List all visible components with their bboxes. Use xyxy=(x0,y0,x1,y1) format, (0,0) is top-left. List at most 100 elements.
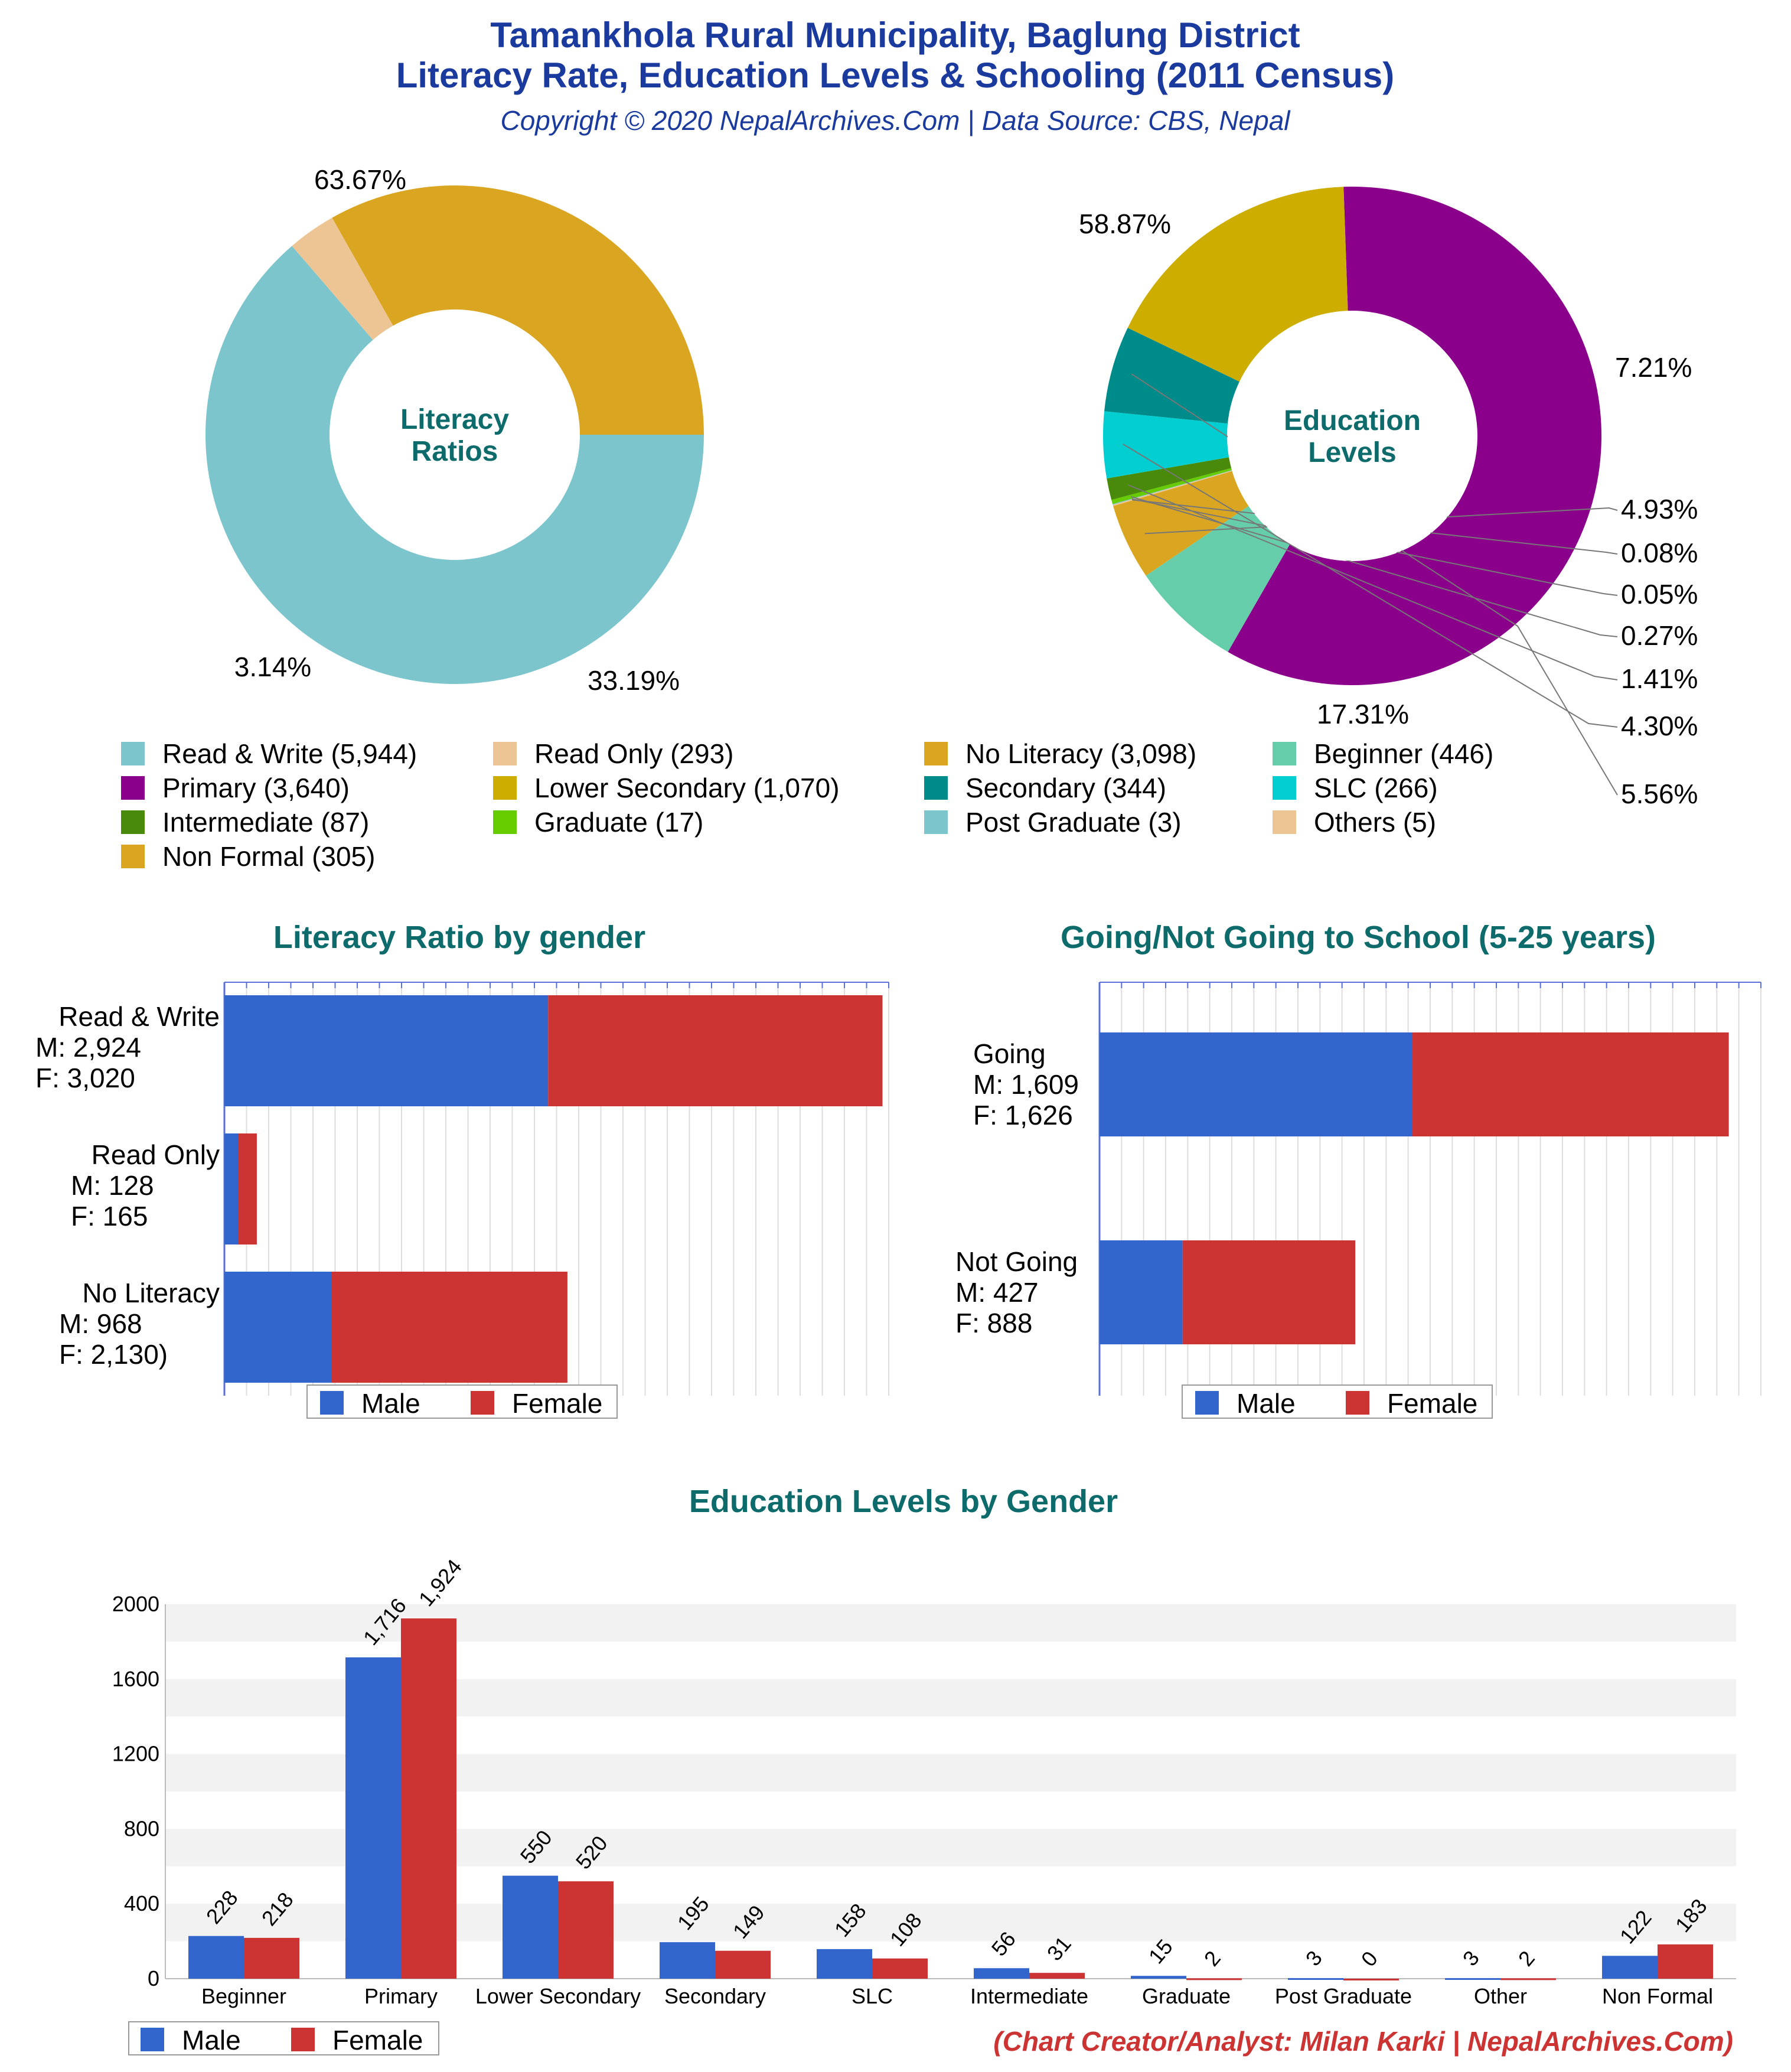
slice-percent-label: 0.05% xyxy=(1621,579,1698,610)
x-tick-label: Lower Secondary xyxy=(475,1984,641,2008)
y-tick-label: 0 xyxy=(148,1966,159,1990)
bar-male xyxy=(224,1272,332,1383)
slice-percent-label: 1.41% xyxy=(1621,663,1698,694)
category-label: F: 888 xyxy=(955,1308,1032,1338)
legend-swatch xyxy=(121,742,145,765)
slice-others xyxy=(1113,470,1232,506)
data-label: 1,924 xyxy=(414,1555,466,1611)
legend-swatch xyxy=(493,810,517,834)
legend-entry: Lower Secondary (1,070) xyxy=(534,773,840,803)
x-tick-label: Post Graduate xyxy=(1275,1984,1412,2008)
legend-entry: Secondary (344) xyxy=(965,773,1166,803)
bar-male xyxy=(188,1936,244,1979)
bar-male xyxy=(224,1133,239,1244)
education-levels-donut-chart: 58.87% 7.21% 4.93% 0.08% 0.05% 0.27% 1.41% 4.30… xyxy=(1079,187,1698,809)
legend-swatch xyxy=(1273,776,1296,800)
category-label: Going xyxy=(973,1038,1046,1069)
legend-entry: Graduate (17) xyxy=(534,807,703,838)
slice-non-formal xyxy=(1113,471,1249,576)
bar-male xyxy=(1445,1978,1500,1980)
category-label: F: 2,130) xyxy=(59,1339,168,1370)
legend-swatch xyxy=(141,2028,164,2051)
category-label: M: 1,609 xyxy=(973,1069,1079,1100)
legend-entry: SLC (266) xyxy=(1314,773,1438,803)
legend-label: Male xyxy=(1237,1388,1296,1419)
bar-female xyxy=(401,1618,456,1979)
bar-female xyxy=(1182,1240,1356,1344)
bar-male xyxy=(345,1657,401,1979)
bar-male xyxy=(660,1942,715,1979)
legend-swatch xyxy=(121,810,145,834)
category-label: M: 128 xyxy=(71,1170,154,1201)
slice-percent-label: 4.30% xyxy=(1621,711,1698,741)
page-subtitle: Copyright © 2020 NepalArchives.Com | Dat… xyxy=(500,105,1291,136)
slice-percent-label: 5.56% xyxy=(1621,778,1698,809)
legend-swatch xyxy=(924,810,948,834)
chart-credit: (Chart Creator/Analyst: Milan Karki | Ne… xyxy=(993,2026,1733,2057)
y-tick-label: 800 xyxy=(124,1816,159,1840)
bar-female xyxy=(1029,1973,1085,1979)
chart-title: Education Levels by Gender xyxy=(689,1484,1118,1519)
donut-center-label: Ratios xyxy=(412,436,498,467)
legend-entry: Intermediate (87) xyxy=(162,807,369,838)
bar-female xyxy=(1412,1032,1729,1136)
page-title-line2: Literacy Rate, Education Levels & School… xyxy=(396,56,1395,95)
bar-female xyxy=(1343,1979,1399,1980)
chart-title: Literacy Ratio by gender xyxy=(273,920,645,955)
chart-title: Going/Not Going to School (5-25 years) xyxy=(1061,920,1656,955)
legend-label: Female xyxy=(332,2025,423,2055)
donut-hole xyxy=(330,310,579,559)
donut-legend: Read & Write (5,944) Read Only (293) No Li… xyxy=(121,738,1493,872)
legend-label: Male xyxy=(361,1388,420,1419)
legend-swatch xyxy=(924,742,948,765)
category-label: M: 2,924 xyxy=(35,1032,141,1063)
bar-male xyxy=(817,1949,872,1979)
category-label: No Literacy xyxy=(82,1278,220,1308)
legend-swatch xyxy=(121,776,145,800)
y-tick-label: 1200 xyxy=(112,1742,159,1766)
slice-beginner xyxy=(1146,506,1290,652)
slice-percent-label: 58.87% xyxy=(1079,208,1171,239)
slice-no-literacy xyxy=(332,185,704,435)
bar-female xyxy=(1658,1944,1713,1979)
x-tick-label: Non Formal xyxy=(1602,1984,1713,2008)
donut-center-label: Education xyxy=(1284,405,1421,436)
legend-entry: Read & Write (5,944) xyxy=(162,738,417,769)
school-attendance-chart: Going/Not Going to School (5-25 years) Go… xyxy=(955,920,1761,1419)
bar-male xyxy=(974,1968,1029,1979)
legend-swatch xyxy=(1273,810,1296,834)
x-tick-label: Beginner xyxy=(201,1984,286,2008)
slice-percent-label: 0.27% xyxy=(1621,620,1698,651)
legend-label: Female xyxy=(1387,1388,1477,1419)
category-label: Not Going xyxy=(955,1246,1078,1277)
legend-swatch xyxy=(471,1391,494,1415)
category-label: F: 1,626 xyxy=(973,1100,1073,1131)
donut-center-label: Levels xyxy=(1308,437,1396,468)
legend-swatch xyxy=(1346,1391,1369,1415)
x-tick-label: SLC xyxy=(852,1984,893,2008)
slice-read-write xyxy=(205,246,704,684)
donut-center-label: Literacy xyxy=(400,404,509,435)
legend-swatch xyxy=(291,2028,315,2051)
x-tick-label: Other xyxy=(1474,1984,1527,2008)
legend-entry: Non Formal (305) xyxy=(162,841,375,872)
bar-male xyxy=(1131,1976,1186,1979)
y-tick-label: 400 xyxy=(124,1891,159,1915)
education-levels-by-gender-chart: Education Levels by Gender 0 400 800 1200 160… xyxy=(112,1484,1736,2055)
x-tick-label: Intermediate xyxy=(970,1984,1088,2008)
slice-percent-label: 3.14% xyxy=(234,651,311,682)
bar-female xyxy=(239,1133,257,1244)
legend-entry: No Literacy (3,098) xyxy=(965,738,1196,769)
bar-male xyxy=(503,1875,558,1979)
page-title-line1: Tamankhola Rural Municipality, Baglung D… xyxy=(490,15,1300,55)
bar-male xyxy=(224,995,549,1106)
bar-male xyxy=(1602,1956,1658,1979)
slice-secondary xyxy=(1104,327,1239,424)
slice-graduate xyxy=(1111,468,1232,504)
leader-line xyxy=(1128,484,1618,680)
x-tick-label: Secondary xyxy=(664,1984,766,2008)
legend-swatch xyxy=(320,1391,344,1415)
legend-swatch xyxy=(121,845,145,868)
